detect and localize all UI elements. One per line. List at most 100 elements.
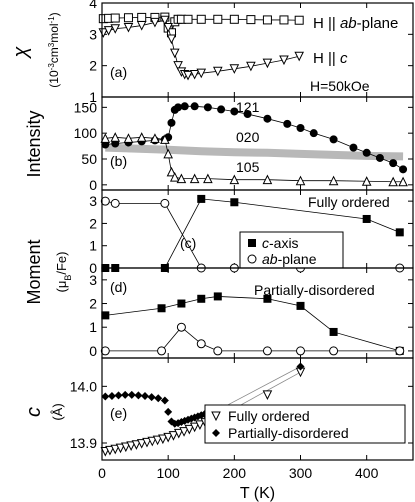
data-point	[189, 422, 200, 433]
label-part: -plane	[278, 251, 317, 267]
data-point	[157, 304, 166, 313]
panel-label: (a)	[110, 64, 127, 80]
legend-marker	[212, 429, 220, 437]
data-point	[329, 135, 338, 144]
series-line	[105, 326, 400, 352]
panel-label: (e)	[110, 405, 127, 421]
data-point	[141, 391, 150, 400]
y-axis-unit: (10-3cm3mol-1)	[47, 12, 62, 87]
y-tick-label: 2	[89, 58, 97, 74]
data-point	[230, 198, 239, 207]
data-point	[163, 148, 173, 159]
series-line	[105, 296, 400, 352]
data-point	[203, 173, 213, 184]
panel-frame	[101, 357, 414, 461]
y-tick-label: 1	[89, 238, 97, 254]
y-tick-label: 2	[89, 215, 97, 231]
y-tick-label: 1	[89, 89, 97, 105]
data-point	[115, 443, 126, 454]
series-label-020: 020	[236, 129, 260, 145]
data-point	[212, 66, 223, 77]
label-part: ab	[340, 15, 357, 32]
data-point	[180, 102, 189, 111]
data-point	[183, 14, 193, 24]
data-point	[263, 294, 272, 303]
y-tick-label: 3	[89, 193, 97, 209]
data-point	[296, 346, 306, 356]
label-part: c	[262, 235, 269, 251]
data-point	[176, 322, 186, 332]
data-point	[262, 174, 273, 185]
y-tick-label: 14.0	[70, 378, 97, 394]
data-point	[121, 442, 131, 453]
y-tick-label: 2	[89, 296, 97, 312]
x-tick-label: 300	[289, 465, 313, 481]
data-point	[296, 362, 305, 371]
data-point	[229, 174, 240, 185]
data-point	[110, 444, 121, 455]
guide-line	[220, 366, 301, 409]
data-point	[196, 339, 206, 349]
x-tick-label: 200	[223, 465, 247, 481]
data-point	[399, 165, 408, 174]
x-tick-label: 100	[156, 465, 180, 481]
data-point	[150, 133, 160, 143]
y-axis-label: c	[23, 407, 45, 417]
annotation-field: H=50kOe	[310, 78, 370, 94]
data-point	[217, 105, 226, 114]
panel-label: (b)	[110, 153, 127, 169]
data-point	[296, 124, 305, 132]
data-point	[195, 420, 205, 430]
data-point	[127, 390, 136, 399]
y-axis-unit: (Å)	[50, 403, 65, 420]
data-point	[107, 391, 116, 400]
data-point	[100, 196, 110, 206]
data-point	[168, 431, 179, 441]
data-point	[174, 103, 183, 112]
series-band-020	[105, 143, 404, 161]
data-point	[296, 301, 305, 310]
label-part: c	[340, 50, 348, 67]
data-point	[123, 13, 133, 23]
y-tick-label: 0	[89, 260, 97, 276]
legend-box	[204, 404, 406, 444]
data-point	[166, 34, 177, 45]
data-point	[395, 346, 405, 356]
data-point	[110, 13, 120, 23]
data-point	[183, 70, 193, 81]
data-point	[229, 64, 240, 74]
data-point	[173, 428, 184, 439]
y-tick-label: 150	[74, 99, 98, 115]
data-point	[203, 103, 212, 112]
y-axis-label: Moment	[24, 239, 44, 304]
data-point	[328, 175, 339, 186]
data-point	[176, 173, 187, 184]
unit-part: B	[63, 275, 73, 281]
legend-label: c-axis	[262, 235, 299, 251]
data-point	[169, 171, 180, 182]
series-label-105: 105	[236, 159, 260, 175]
unit-part: (μ	[54, 281, 69, 293]
data-point	[126, 441, 136, 451]
unit-part: -1	[47, 16, 56, 24]
annotation-partially-disordered: Partially-disordered	[254, 282, 375, 298]
data-point	[179, 427, 189, 437]
data-point	[349, 143, 358, 152]
data-point	[123, 133, 134, 143]
data-point	[283, 119, 292, 128]
data-point	[262, 15, 272, 25]
y-axis-unit: (μB/Fe)	[54, 252, 73, 293]
data-point	[189, 173, 200, 184]
label-part: H ||	[313, 15, 340, 32]
data-point	[134, 391, 143, 400]
data-point	[295, 175, 306, 186]
data-point	[197, 194, 206, 203]
y-tick-label: 0	[89, 343, 97, 359]
data-point	[309, 129, 318, 138]
data-point	[103, 26, 114, 36]
panel-d-data: Partially-disordered (d)	[100, 279, 405, 356]
data-point	[196, 14, 206, 24]
x-tick-label: 0	[98, 465, 106, 481]
